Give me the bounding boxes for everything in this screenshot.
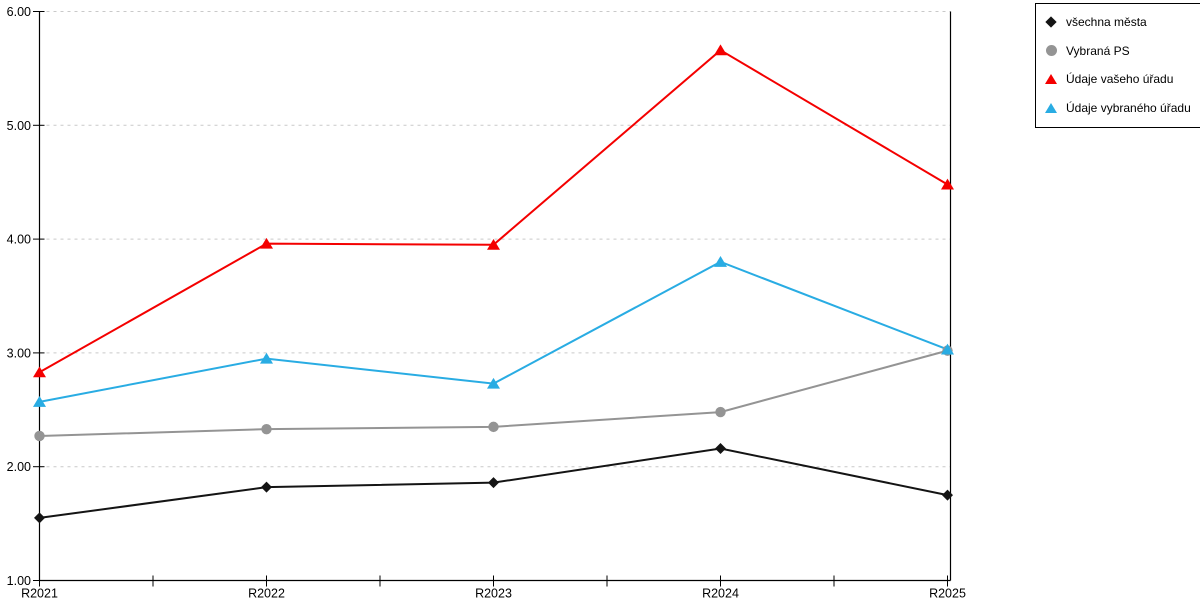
- legend: všechna města Vybraná PS Údaje vašeho úř…: [1035, 3, 1200, 128]
- diamond-marker: [715, 442, 726, 454]
- y-axis-label: 3.00: [7, 346, 31, 360]
- legend-item: všechna města: [1044, 8, 1200, 37]
- triangle-icon: [1045, 102, 1057, 113]
- triangle-marker: [941, 178, 954, 190]
- triangle-marker: [487, 377, 500, 389]
- diamond-marker: [34, 512, 45, 524]
- triangle-marker: [714, 44, 727, 56]
- legend-label: Údaje vybraného úřadu: [1066, 100, 1191, 115]
- triangle-marker: [260, 237, 273, 249]
- legend-marker: [1044, 16, 1058, 28]
- legend-item: Údaje vybraného úřadu: [1044, 94, 1200, 123]
- circle-marker: [34, 430, 45, 442]
- triangle-marker: [33, 366, 46, 378]
- x-axis-label: R2023: [475, 587, 512, 600]
- diamond-marker: [942, 489, 953, 501]
- triangle-marker: [487, 238, 500, 250]
- y-axis-label: 1.00: [7, 574, 31, 588]
- legend-marker: [1044, 74, 1058, 85]
- triangle-marker: [33, 396, 46, 407]
- y-axis-label: 4.00: [7, 233, 31, 247]
- triangle-icon: [1045, 74, 1057, 85]
- x-axis-label: R2021: [21, 587, 58, 600]
- triangle-marker: [260, 352, 273, 364]
- triangle-marker: [714, 256, 727, 267]
- circle-marker: [488, 421, 499, 433]
- legend-item: Údaje vašeho úřadu: [1044, 65, 1200, 94]
- legend-marker: [1044, 102, 1058, 113]
- diamond-icon: [1045, 16, 1057, 28]
- legend-label: všechna města: [1066, 15, 1147, 30]
- y-axis-label: 2.00: [7, 460, 31, 474]
- series-line: [39, 48, 949, 374]
- legend-marker: [1044, 45, 1058, 57]
- diamond-marker: [261, 481, 272, 493]
- circle-icon: [1045, 45, 1057, 57]
- x-axis-label: R2025: [929, 587, 966, 600]
- legend-item: Vybraná PS: [1044, 37, 1200, 66]
- y-axis-label: 5.00: [7, 119, 31, 133]
- circle-marker: [261, 423, 272, 435]
- diamond-marker: [488, 477, 499, 489]
- y-axis-label: 6.00: [7, 5, 31, 19]
- x-axis-label: R2024: [702, 587, 739, 600]
- legend-label: Údaje vašeho úřadu: [1066, 72, 1174, 87]
- legend-label: Vybraná PS: [1066, 43, 1130, 58]
- triangle-marker: [941, 343, 954, 355]
- circle-marker: [715, 406, 726, 418]
- x-axis-label: R2022: [248, 587, 285, 600]
